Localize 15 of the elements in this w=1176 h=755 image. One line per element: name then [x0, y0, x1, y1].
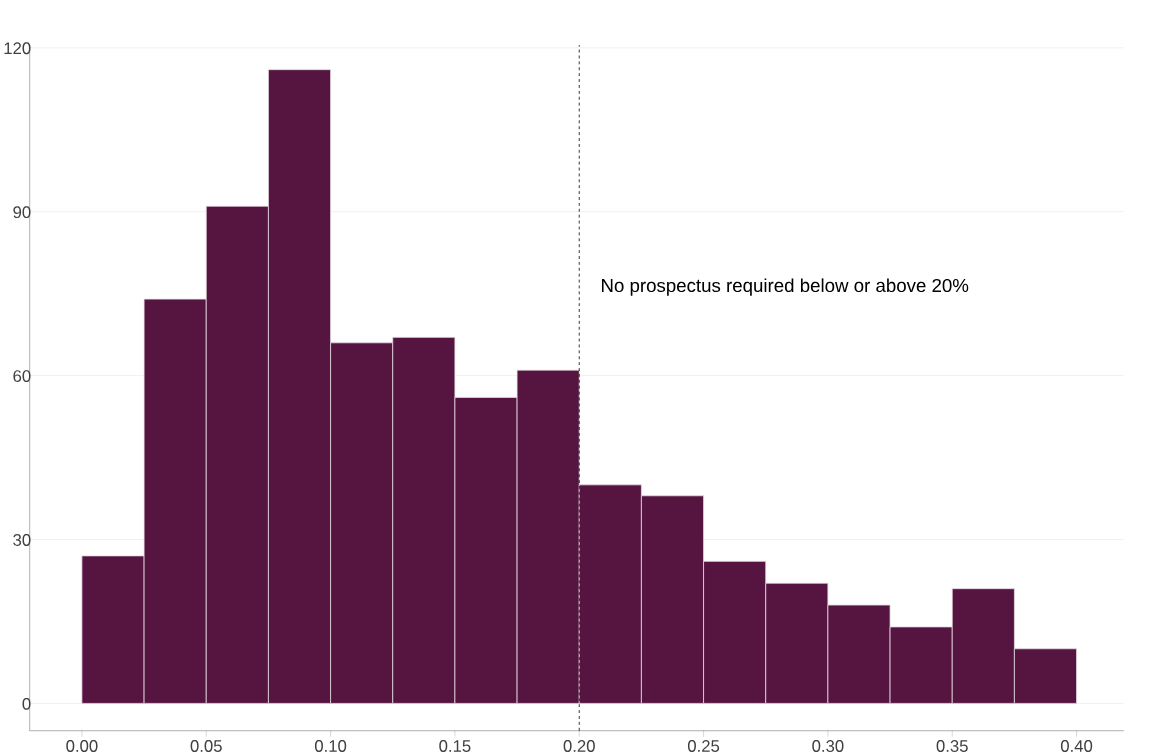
ref-line-label: No prospectus required below or above 20%	[602, 278, 969, 296]
y-tick-label: 90	[13, 206, 31, 218]
x-tick-label: 0.00	[66, 740, 98, 752]
y-tick-label: 60	[13, 370, 31, 382]
x-tick-label: 0.20	[563, 740, 595, 752]
x-tick-label: 0.40	[1060, 740, 1093, 752]
y-tick-label: 30	[13, 533, 31, 546]
x-tick-label: 0.15	[439, 740, 471, 752]
x-tick-label: 0.35	[936, 740, 968, 752]
x-tick-label: 0.30	[812, 740, 844, 752]
x-tick-label: 0.05	[190, 740, 222, 752]
y-tick-label: 120	[4, 42, 31, 55]
y-tick-label: 0	[22, 697, 31, 710]
x-tick-label: 0.25	[687, 740, 720, 752]
x-tick-label: 0.10	[314, 740, 347, 752]
